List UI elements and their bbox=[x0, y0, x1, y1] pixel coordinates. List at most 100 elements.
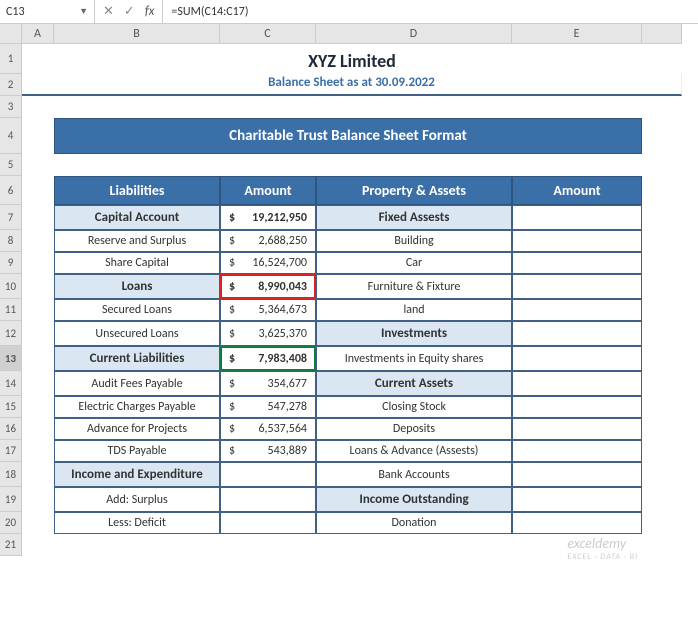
cell[interactable] bbox=[22, 346, 54, 371]
amount-cell[interactable]: $7,983,408 bbox=[220, 346, 316, 371]
col-header-a[interactable]: A bbox=[22, 24, 54, 44]
cell[interactable] bbox=[22, 440, 54, 462]
row-header-14[interactable]: 14 bbox=[0, 371, 22, 396]
cell[interactable] bbox=[642, 371, 682, 396]
amount-cell-2[interactable] bbox=[512, 487, 642, 512]
cell[interactable] bbox=[22, 252, 54, 274]
cell[interactable] bbox=[512, 534, 642, 556]
cell[interactable] bbox=[22, 274, 54, 299]
cell[interactable] bbox=[642, 205, 682, 230]
row-header-21[interactable]: 21 bbox=[0, 534, 22, 556]
amount-cell-2[interactable] bbox=[512, 274, 642, 299]
spreadsheet-grid[interactable]: ABCDE1XYZ Limited2Balance Sheet as at 30… bbox=[0, 24, 698, 556]
row-header-8[interactable]: 8 bbox=[0, 230, 22, 252]
amount-cell-2[interactable] bbox=[512, 440, 642, 462]
cell[interactable] bbox=[642, 252, 682, 274]
cell[interactable] bbox=[220, 534, 316, 556]
amount-cell-2[interactable] bbox=[512, 252, 642, 274]
amount-cell-2[interactable] bbox=[512, 512, 642, 534]
cell[interactable] bbox=[642, 346, 682, 371]
asset-cell[interactable]: Bank Accounts bbox=[316, 462, 512, 487]
cell[interactable] bbox=[22, 118, 54, 154]
row-header-20[interactable]: 20 bbox=[0, 512, 22, 534]
cell[interactable] bbox=[642, 176, 682, 205]
liability-cell[interactable]: Loans bbox=[54, 274, 220, 299]
accept-icon[interactable]: ✓ bbox=[124, 4, 135, 19]
asset-cell[interactable]: Donation bbox=[316, 512, 512, 534]
row-header-6[interactable]: 6 bbox=[0, 176, 22, 205]
cell[interactable] bbox=[642, 487, 682, 512]
cell[interactable] bbox=[642, 418, 682, 440]
liability-cell[interactable]: Share Capital bbox=[54, 252, 220, 274]
cell[interactable] bbox=[22, 418, 54, 440]
col-header-c[interactable]: C bbox=[220, 24, 316, 44]
amount-cell[interactable]: $3,625,370 bbox=[220, 321, 316, 346]
row-header-17[interactable]: 17 bbox=[0, 440, 22, 462]
amount-cell-2[interactable] bbox=[512, 205, 642, 230]
liability-cell[interactable]: Secured Loans bbox=[54, 299, 220, 321]
cell[interactable] bbox=[642, 118, 682, 154]
asset-cell[interactable]: Current Assets bbox=[316, 371, 512, 396]
cell[interactable] bbox=[54, 534, 220, 556]
liability-cell[interactable]: Reserve and Surplus bbox=[54, 230, 220, 252]
amount-cell[interactable]: $5,364,673 bbox=[220, 299, 316, 321]
liability-cell[interactable]: Less: Deficit bbox=[54, 512, 220, 534]
amount-cell[interactable]: $354,677 bbox=[220, 371, 316, 396]
col-header-blank[interactable] bbox=[642, 24, 682, 44]
chevron-down-icon[interactable]: ▼ bbox=[79, 6, 88, 17]
cell[interactable] bbox=[22, 230, 54, 252]
row-header-1[interactable]: 1 bbox=[0, 44, 22, 74]
amount-cell-2[interactable] bbox=[512, 396, 642, 418]
amount-cell[interactable]: $6,537,564 bbox=[220, 418, 316, 440]
cell[interactable] bbox=[316, 534, 512, 556]
cell[interactable] bbox=[22, 462, 54, 487]
amount-cell-2[interactable] bbox=[512, 321, 642, 346]
cell[interactable] bbox=[642, 274, 682, 299]
cell[interactable] bbox=[642, 462, 682, 487]
asset-cell[interactable]: Car bbox=[316, 252, 512, 274]
asset-cell[interactable]: Furniture & Fixture bbox=[316, 274, 512, 299]
liability-cell[interactable]: Current Liabilities bbox=[54, 346, 220, 371]
asset-cell[interactable]: Income Outstanding bbox=[316, 487, 512, 512]
asset-cell[interactable]: Building bbox=[316, 230, 512, 252]
row-header-13[interactable]: 13 bbox=[0, 346, 22, 371]
row-header-11[interactable]: 11 bbox=[0, 299, 22, 321]
amount-cell[interactable] bbox=[220, 487, 316, 512]
cell[interactable] bbox=[642, 396, 682, 418]
row-header-5[interactable]: 5 bbox=[0, 154, 22, 176]
select-all[interactable] bbox=[0, 24, 22, 44]
liability-cell[interactable]: Unsecured Loans bbox=[54, 321, 220, 346]
cell[interactable] bbox=[642, 534, 682, 556]
cell[interactable] bbox=[22, 176, 54, 205]
asset-cell[interactable]: Investments in Equity shares bbox=[316, 346, 512, 371]
cancel-icon[interactable]: ✕ bbox=[103, 4, 114, 19]
cell[interactable] bbox=[22, 321, 54, 346]
asset-cell[interactable]: Fixed Assests bbox=[316, 205, 512, 230]
liability-cell[interactable]: Electric Charges Payable bbox=[54, 396, 220, 418]
cell[interactable] bbox=[22, 205, 54, 230]
row-header-3[interactable]: 3 bbox=[0, 96, 22, 118]
amount-cell[interactable] bbox=[220, 512, 316, 534]
cell[interactable] bbox=[642, 440, 682, 462]
row-header-2[interactable]: 2 bbox=[0, 74, 22, 96]
amount-cell[interactable]: $547,278 bbox=[220, 396, 316, 418]
liability-cell[interactable]: Audit Fees Payable bbox=[54, 371, 220, 396]
asset-cell[interactable]: Deposits bbox=[316, 418, 512, 440]
col-header-d[interactable]: D bbox=[316, 24, 512, 44]
row-header-18[interactable]: 18 bbox=[0, 462, 22, 487]
amount-cell-2[interactable] bbox=[512, 346, 642, 371]
cell[interactable] bbox=[22, 512, 54, 534]
cell[interactable] bbox=[642, 321, 682, 346]
asset-cell[interactable]: land bbox=[316, 299, 512, 321]
row-header-12[interactable]: 12 bbox=[0, 321, 22, 346]
amount-cell[interactable] bbox=[220, 462, 316, 487]
cell[interactable] bbox=[642, 230, 682, 252]
asset-cell[interactable]: Investments bbox=[316, 321, 512, 346]
row-header-9[interactable]: 9 bbox=[0, 252, 22, 274]
cell[interactable] bbox=[22, 396, 54, 418]
cell[interactable] bbox=[642, 512, 682, 534]
amount-cell[interactable]: $16,524,700 bbox=[220, 252, 316, 274]
cell[interactable] bbox=[642, 299, 682, 321]
row-header-15[interactable]: 15 bbox=[0, 396, 22, 418]
asset-cell[interactable]: Loans & Advance (Assests) bbox=[316, 440, 512, 462]
